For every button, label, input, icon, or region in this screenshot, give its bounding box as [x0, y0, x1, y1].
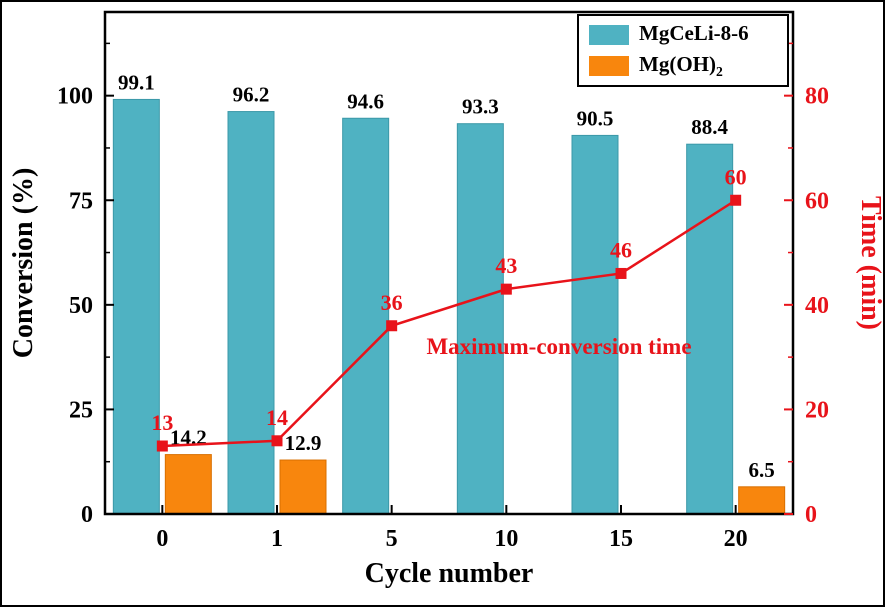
- time-value-label: 46: [610, 237, 632, 262]
- y-left-tick-label: 0: [81, 502, 93, 528]
- legend: MgCeLi-8-6 Mg(OH)2: [577, 14, 789, 88]
- x-axis-title: Cycle number: [365, 558, 534, 589]
- bar-value-label: 12.9: [285, 431, 322, 455]
- bar-value-label: 94.6: [347, 89, 384, 113]
- time-value-label: 43: [495, 253, 517, 278]
- x-tick-label: 0: [156, 526, 168, 552]
- y-right-tick-label: 40: [805, 293, 829, 319]
- x-tick-label: 15: [609, 526, 633, 552]
- bar-mgoh2: [738, 486, 786, 515]
- bar-mgceli: [227, 111, 275, 515]
- plot-frame: [103, 10, 795, 516]
- legend-swatch-mgceli: [589, 25, 629, 46]
- time-marker: [271, 435, 283, 447]
- bar-mgceli: [456, 123, 504, 515]
- annotation-max-conversion-time: Maximum-conversion time: [426, 334, 691, 359]
- bar-value-label: 99.1: [118, 70, 155, 94]
- y-right-tick-label: 0: [805, 502, 817, 528]
- legend-swatch-mgoh2: [589, 56, 629, 77]
- y-axis-title-right: Time (min): [855, 196, 885, 330]
- time-value-label: 60: [725, 164, 747, 189]
- legend-item-mgceli: MgCeLi-8-6: [589, 21, 777, 48]
- x-tick-label: 20: [724, 526, 748, 552]
- bar-value-label: 96.2: [233, 83, 270, 107]
- bar-value-label: 90.5: [577, 106, 614, 130]
- time-marker: [730, 194, 742, 206]
- x-tick-label: 1: [271, 526, 283, 552]
- y-axis-title-left: Conversion (%): [8, 168, 39, 359]
- y-left-tick-label: 75: [69, 188, 93, 214]
- bar-value-label: 6.5: [749, 458, 775, 482]
- bar-mgoh2: [164, 454, 212, 515]
- time-value-label: 36: [381, 290, 403, 315]
- y-right-tick-label: 80: [805, 84, 829, 110]
- bar-mgceli: [686, 143, 734, 515]
- bar-mgceli: [112, 98, 160, 515]
- time-marker: [615, 267, 627, 279]
- y-left-tick-label: 100: [57, 84, 93, 110]
- bar-value-label: 88.4: [691, 115, 728, 139]
- y-left-tick-label: 50: [69, 293, 93, 319]
- time-marker: [386, 320, 398, 332]
- legend-label-mgoh2: Mg(OH)2: [639, 52, 723, 80]
- x-tick-label: 5: [386, 526, 398, 552]
- y-right-tick-label: 20: [805, 397, 829, 423]
- bar-mgceli: [342, 117, 390, 515]
- time-marker: [156, 440, 168, 452]
- bar-mgoh2: [279, 459, 327, 515]
- time-marker: [500, 283, 512, 295]
- legend-label-mgceli: MgCeLi-8-6: [639, 21, 749, 45]
- y-left-tick-label: 25: [69, 397, 93, 423]
- legend-item-mgoh2: Mg(OH)2: [589, 53, 777, 79]
- x-tick-label: 10: [494, 526, 518, 552]
- time-value-label: 13: [151, 410, 173, 435]
- time-line: [162, 199, 737, 448]
- time-value-label: 14: [266, 405, 288, 430]
- bar-value-label: 93.3: [462, 95, 499, 119]
- y-right-tick-label: 60: [805, 188, 829, 214]
- bar-mgceli: [571, 134, 619, 515]
